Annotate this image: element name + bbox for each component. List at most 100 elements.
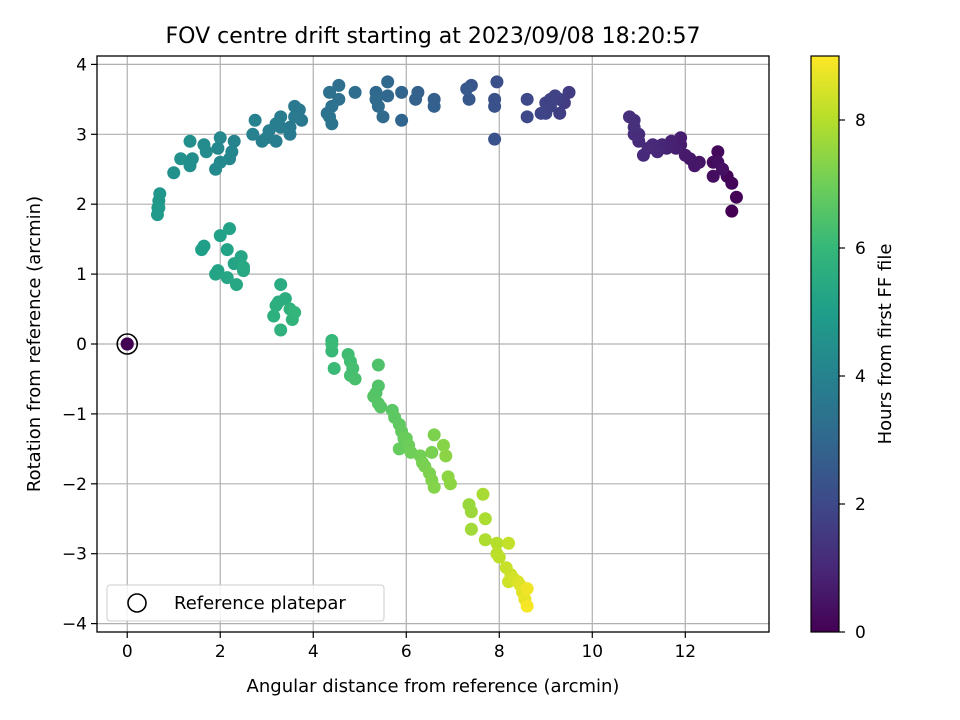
data-point: [464, 522, 478, 536]
data-point: [262, 124, 276, 138]
colorbar-gradient: [810, 55, 840, 633]
chart-title: FOV centre drift starting at 2023/09/08 …: [166, 24, 701, 49]
x-tick-label: 12: [674, 642, 696, 662]
colorbar-tick-label: 6: [855, 239, 866, 259]
data-point: [374, 400, 388, 414]
data-point: [395, 85, 409, 99]
data-point: [636, 148, 650, 162]
y-tick-label: −3: [62, 545, 87, 565]
colorbar: 0 2 4 6 8 Hours from first FF file: [810, 55, 896, 643]
data-point: [478, 533, 492, 547]
data-point: [213, 229, 227, 243]
data-point: [476, 487, 490, 501]
y-tick-label: 1: [76, 265, 87, 285]
data-point: [274, 278, 288, 292]
data-point: [436, 438, 450, 452]
data-point: [332, 78, 346, 92]
data-point: [269, 299, 283, 313]
data-point: [711, 145, 725, 159]
reference-point: [120, 337, 134, 351]
data-point: [213, 131, 227, 145]
y-tick-label: 4: [76, 55, 87, 75]
data-point: [220, 271, 234, 285]
data-point: [325, 117, 339, 131]
y-tick-label: −4: [62, 615, 87, 635]
data-point: [729, 190, 743, 204]
y-tick-label: 0: [76, 335, 87, 355]
colorbar-tick-label: 8: [855, 111, 866, 131]
data-point: [288, 306, 302, 320]
data-point: [323, 85, 337, 99]
data-point: [197, 138, 211, 152]
data-points: [120, 75, 743, 613]
data-point: [462, 92, 476, 106]
data-point: [236, 260, 250, 274]
data-point: [534, 106, 548, 120]
data-point: [439, 449, 453, 463]
data-point: [288, 110, 302, 124]
data-point: [627, 113, 641, 127]
colorbar-tick-label: 4: [855, 367, 866, 387]
data-point: [274, 323, 288, 337]
data-point: [553, 106, 567, 120]
colorbar-tick-label: 0: [855, 623, 866, 643]
data-point: [462, 498, 476, 512]
data-point: [220, 243, 234, 257]
data-point: [167, 166, 181, 180]
data-point: [460, 82, 474, 96]
data-point: [381, 75, 395, 89]
y-tick-label: −2: [62, 475, 87, 495]
legend-marker: [127, 593, 147, 613]
data-point: [520, 92, 534, 106]
data-point: [411, 85, 425, 99]
x-tick-label: 0: [122, 642, 133, 662]
data-point: [195, 243, 209, 257]
x-tick-label: 10: [581, 642, 603, 662]
colorbar-tick-label: 2: [855, 495, 866, 515]
x-tick-label: 8: [494, 642, 505, 662]
data-point: [425, 445, 439, 459]
data-point: [348, 85, 362, 99]
data-point: [152, 201, 166, 215]
data-point: [376, 110, 390, 124]
x-tick-label: 6: [401, 642, 412, 662]
data-point: [715, 162, 729, 176]
data-point: [502, 536, 516, 550]
y-axis-ticks: −4 −3 −2 −1 0 1 2 3 4: [62, 55, 97, 635]
data-point: [395, 113, 409, 127]
data-point: [234, 250, 248, 264]
x-tick-label: 2: [215, 642, 226, 662]
data-point: [427, 428, 441, 442]
data-point: [230, 278, 244, 292]
legend-box: [106, 584, 385, 622]
data-point: [725, 176, 739, 190]
data-point: [562, 85, 576, 99]
data-point: [255, 134, 269, 148]
data-point: [209, 162, 223, 176]
data-point: [267, 309, 281, 323]
data-point: [678, 148, 692, 162]
data-point: [209, 267, 223, 281]
data-point: [520, 110, 534, 124]
reference-marker: [116, 333, 139, 355]
legend-label: Reference platepar: [174, 593, 346, 614]
data-point: [488, 99, 502, 113]
data-point: [325, 337, 339, 351]
data-point: [490, 75, 504, 89]
data-point: [492, 550, 506, 564]
reference-ring: [116, 333, 139, 355]
x-axis-label: Angular distance from reference (arcmin): [247, 676, 620, 697]
y-axis-label: Rotation from reference (arcmin): [24, 196, 45, 492]
x-tick-label: 4: [308, 642, 319, 662]
data-point: [288, 99, 302, 113]
data-point: [520, 599, 534, 613]
data-point: [427, 480, 441, 494]
data-point: [211, 141, 225, 155]
data-point: [246, 127, 260, 141]
data-point: [278, 292, 292, 306]
legend: Reference platepar: [106, 584, 385, 622]
data-point: [371, 358, 385, 372]
data-point: [490, 536, 504, 550]
data-point: [174, 152, 188, 166]
